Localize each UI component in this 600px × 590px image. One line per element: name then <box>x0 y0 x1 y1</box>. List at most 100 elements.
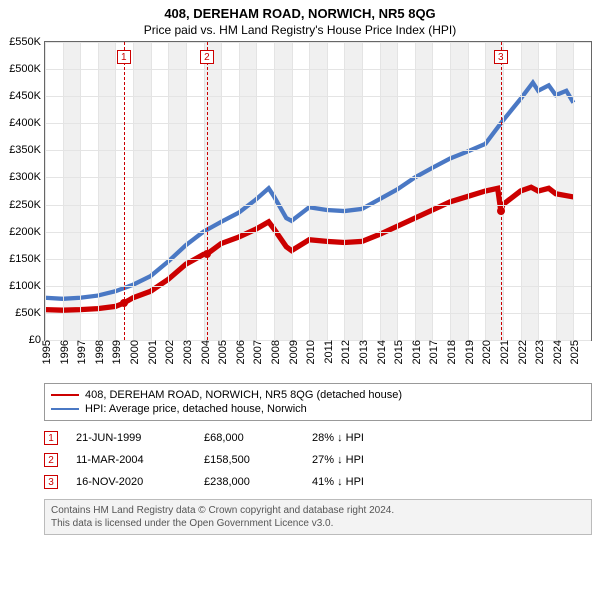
xtick-label: 2002 <box>160 340 176 364</box>
event-dot <box>203 250 211 258</box>
gridline-h <box>45 177 591 178</box>
ytick-label: £500K <box>1 63 45 75</box>
xtick-label: 2000 <box>125 340 141 364</box>
gridline-v <box>45 42 46 340</box>
gridline-h <box>45 313 591 314</box>
ytick-label: £200K <box>1 226 45 238</box>
event-row: 3 16-NOV-2020 £238,000 41% ↓ HPI <box>44 471 592 493</box>
gridline-v <box>538 42 539 340</box>
gridline-v <box>80 42 81 340</box>
xtick-label: 2007 <box>248 340 264 364</box>
event-number: 2 <box>44 453 58 467</box>
gridline-v <box>327 42 328 340</box>
gridline-v <box>309 42 310 340</box>
gridline-h <box>45 232 591 233</box>
event-marker-box: 3 <box>494 50 508 64</box>
legend-swatch <box>51 394 79 396</box>
gridline-h <box>45 123 591 124</box>
gridline-v <box>573 42 574 340</box>
gridline-h <box>45 96 591 97</box>
chart-container: 408, DEREHAM ROAD, NORWICH, NR5 8QG Pric… <box>0 0 600 590</box>
series-layer <box>45 42 591 340</box>
legend: 408, DEREHAM ROAD, NORWICH, NR5 8QG (det… <box>44 383 592 421</box>
gridline-v <box>362 42 363 340</box>
xtick-label: 2014 <box>372 340 388 364</box>
event-dot <box>497 207 505 215</box>
xtick-label: 2005 <box>213 340 229 364</box>
xtick-label: 2003 <box>178 340 194 364</box>
xtick-label: 2016 <box>407 340 423 364</box>
event-diff: 41% ↓ HPI <box>312 476 592 488</box>
event-price: £68,000 <box>204 432 294 444</box>
gridline-v <box>556 42 557 340</box>
ytick-label: £450K <box>1 90 45 102</box>
event-date: 16-NOV-2020 <box>76 476 186 488</box>
event-dot <box>120 299 128 307</box>
gridline-v <box>151 42 152 340</box>
xtick-label: 2020 <box>477 340 493 364</box>
xtick-label: 2018 <box>442 340 458 364</box>
event-diff: 28% ↓ HPI <box>312 432 592 444</box>
event-diff: 27% ↓ HPI <box>312 454 592 466</box>
event-number: 3 <box>44 475 58 489</box>
xtick-label: 2013 <box>354 340 370 364</box>
event-date: 11-MAR-2004 <box>76 454 186 466</box>
gridline-v <box>415 42 416 340</box>
legend-row: 408, DEREHAM ROAD, NORWICH, NR5 8QG (det… <box>51 388 585 402</box>
chart-outer: £0£50K£100K£150K£200K£250K£300K£350K£400… <box>44 41 592 341</box>
ytick-label: £250K <box>1 199 45 211</box>
xtick-label: 2023 <box>530 340 546 364</box>
legend-row: HPI: Average price, detached house, Norw… <box>51 402 585 416</box>
xtick-label: 2006 <box>231 340 247 364</box>
xtick-label: 2019 <box>460 340 476 364</box>
xtick-label: 2004 <box>196 340 212 364</box>
legend-swatch <box>51 408 79 410</box>
ytick-label: £100K <box>1 280 45 292</box>
event-price: £238,000 <box>204 476 294 488</box>
gridline-h <box>45 205 591 206</box>
gridline-v <box>168 42 169 340</box>
ytick-label: £50K <box>1 307 45 319</box>
xtick-label: 2021 <box>495 340 511 364</box>
gridline-h <box>45 69 591 70</box>
gridline-v <box>380 42 381 340</box>
gridline-h <box>45 286 591 287</box>
attribution-line: This data is licensed under the Open Gov… <box>51 517 585 530</box>
xtick-label: 2008 <box>266 340 282 364</box>
ytick-label: £350K <box>1 144 45 156</box>
event-line <box>124 42 125 340</box>
events-table: 121-JUN-1999£68,00028% ↓ HPI211-MAR-2004… <box>44 427 592 493</box>
xtick-label: 2011 <box>319 340 335 364</box>
ytick-label: £150K <box>1 253 45 265</box>
attribution: Contains HM Land Registry data © Crown c… <box>44 499 592 535</box>
xtick-label: 2025 <box>565 340 581 364</box>
event-marker-box: 2 <box>200 50 214 64</box>
xtick-label: 1996 <box>55 340 71 364</box>
xtick-label: 2024 <box>548 340 564 364</box>
gridline-v <box>115 42 116 340</box>
gridline-v <box>450 42 451 340</box>
xtick-label: 2012 <box>336 340 352 364</box>
gridline-v <box>274 42 275 340</box>
chart-subtitle: Price paid vs. HM Land Registry's House … <box>0 21 600 41</box>
gridline-v <box>239 42 240 340</box>
attribution-line: Contains HM Land Registry data © Crown c… <box>51 504 585 517</box>
gridline-v <box>292 42 293 340</box>
event-number: 1 <box>44 431 58 445</box>
gridline-v <box>344 42 345 340</box>
gridline-v <box>468 42 469 340</box>
event-price: £158,500 <box>204 454 294 466</box>
xtick-label: 1995 <box>37 340 53 364</box>
gridline-v <box>98 42 99 340</box>
xtick-label: 2010 <box>301 340 317 364</box>
xtick-label: 2022 <box>513 340 529 364</box>
gridline-v <box>63 42 64 340</box>
gridline-v <box>503 42 504 340</box>
ytick-label: £550K <box>1 36 45 48</box>
xtick-label: 2001 <box>143 340 159 364</box>
chart-title: 408, DEREHAM ROAD, NORWICH, NR5 8QG <box>0 0 600 21</box>
gridline-v <box>485 42 486 340</box>
event-row: 121-JUN-1999£68,00028% ↓ HPI <box>44 427 592 449</box>
legend-label: HPI: Average price, detached house, Norw… <box>85 403 307 415</box>
event-row: 2 11-MAR-2004 £158,500 27% ↓ HPI <box>44 449 592 471</box>
